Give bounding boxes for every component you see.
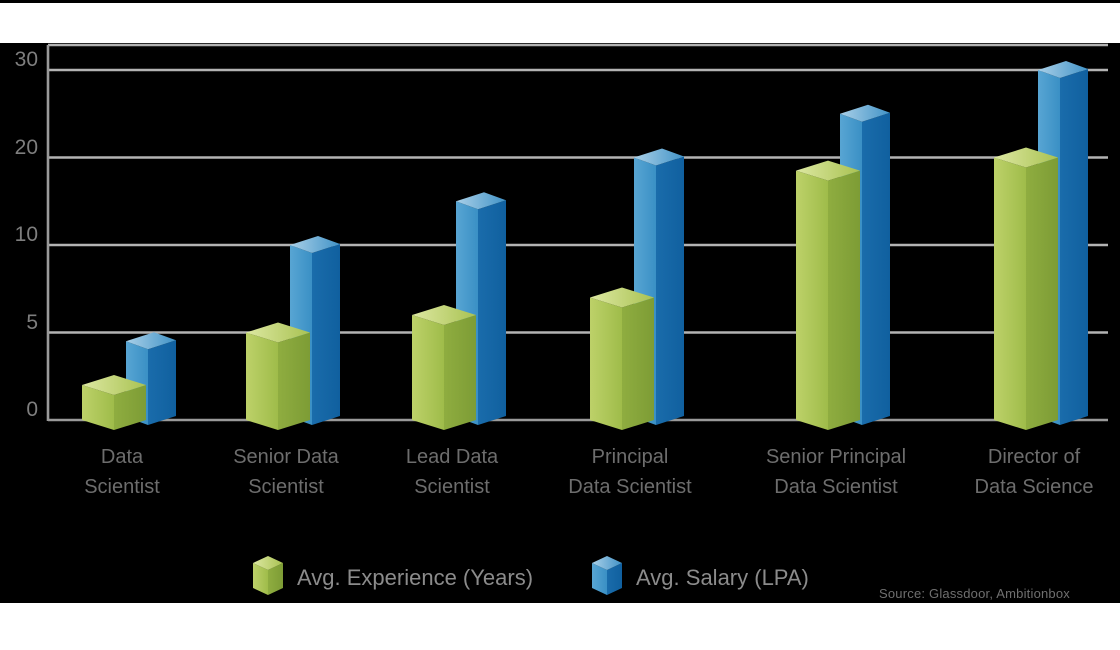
cube-left-face <box>592 563 608 595</box>
legend-item-salary: Avg. Salary (LPA) <box>589 555 809 601</box>
legend-label-experience: Avg. Experience (Years) <box>297 565 534 590</box>
y-tick-label-30: 30 <box>14 48 38 71</box>
bar-experience-3 <box>590 287 654 430</box>
cube-top-face <box>126 332 176 350</box>
cube-top-face <box>82 375 146 395</box>
cube-top-face <box>412 305 476 325</box>
cube-right-face <box>278 332 310 430</box>
category-label-1: Senior Data Scientist <box>233 446 339 498</box>
cube-top-face <box>994 147 1058 168</box>
bar-experience-5 <box>994 147 1058 430</box>
bar-experience-1 <box>246 322 310 430</box>
cube-right-face <box>622 297 654 430</box>
top-white-band <box>0 3 1120 43</box>
chart-legend: Avg. Experience (Years) Avg. Salary (LPA… <box>250 554 809 602</box>
source-attribution: Source: Glassdoor, Ambitionbox <box>879 586 1070 601</box>
cube-right-face <box>1060 69 1088 425</box>
cube-left-face <box>994 157 1026 430</box>
cube-right-face <box>656 156 684 425</box>
bar-experience-4 <box>796 160 860 430</box>
cube-top-face <box>253 556 283 570</box>
cube-right-face <box>828 170 860 430</box>
legend-cube <box>253 556 283 595</box>
experience-cube-icon <box>253 556 283 595</box>
cube-right-face <box>114 385 146 430</box>
cube-right-face <box>312 244 340 425</box>
cube-right-face <box>862 112 890 425</box>
cube-top-face <box>590 287 654 308</box>
category-label-2: Lead Data Scientist <box>405 446 499 498</box>
category-label-4: Senior Principal Data Scientist <box>765 446 907 498</box>
legend-cube <box>592 556 623 595</box>
cube-right-face <box>444 315 476 430</box>
cube-left-face <box>412 315 444 430</box>
cube-top-face <box>246 322 310 343</box>
y-tick-label-0: 0 <box>26 398 38 421</box>
bottom-white-band <box>0 603 1120 650</box>
cube-top-face <box>634 148 684 166</box>
cube-left-face <box>796 170 828 430</box>
cube-left-face <box>590 297 622 430</box>
cube-right-face <box>268 563 283 595</box>
cube-left-face <box>82 385 114 430</box>
cube-right-face <box>607 563 623 595</box>
cube-left-face <box>246 332 278 430</box>
y-tick-label-20: 20 <box>14 135 38 159</box>
cube-right-face <box>1026 157 1058 430</box>
category-label-5: Director of Data Science <box>974 446 1094 498</box>
bar-experience-0 <box>82 375 146 430</box>
cube-right-face <box>148 340 176 425</box>
cube-top-face <box>456 192 506 210</box>
salary-cube-icon <box>592 556 623 595</box>
cube-left-face <box>253 563 268 595</box>
cube-right-face <box>478 200 506 425</box>
y-tick-label-10: 10 <box>14 223 38 246</box>
category-label-3: Principal Data Scientist <box>568 446 692 498</box>
cube-top-face <box>592 556 623 570</box>
cube-top-face <box>796 160 860 181</box>
cube-top-face <box>840 104 890 122</box>
y-tick-label-5: 5 <box>26 310 38 334</box>
category-label-0: Data Scientist <box>84 446 160 498</box>
cube-top-face <box>1038 61 1088 78</box>
bar-experience-2 <box>412 305 476 430</box>
legend-label-salary: Avg. Salary (LPA) <box>636 565 809 590</box>
cube-top-face <box>290 236 340 253</box>
legend-item-experience: Avg. Experience (Years) <box>250 555 533 601</box>
